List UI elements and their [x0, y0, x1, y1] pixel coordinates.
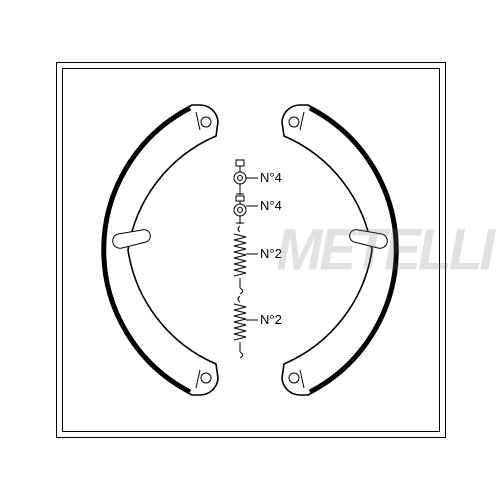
left-shoe-bottom-hole: [201, 373, 211, 383]
left-shoe-top-hole: [201, 117, 211, 127]
right-shoe-bottom-hole: [289, 373, 299, 383]
qty-label-spring-1: N°2: [260, 246, 282, 261]
left-brake-shoe: [103, 105, 218, 395]
brake-shoe-diagram: [0, 0, 500, 500]
qty-label-pin-2: N°4: [260, 198, 282, 213]
hardware-column: [234, 160, 258, 358]
retaining-pin-1: [234, 160, 246, 195]
return-spring-1: [234, 226, 246, 294]
right-shoe-body: [282, 105, 397, 395]
return-spring-2: [234, 296, 246, 358]
qty-label-spring-2: N°2: [260, 312, 282, 327]
left-shoe-body: [103, 105, 218, 395]
right-brake-shoe: [282, 105, 397, 395]
qty-label-pin-1: N°4: [260, 170, 282, 185]
retaining-pin-2: [234, 196, 246, 224]
right-shoe-top-hole: [289, 117, 299, 127]
